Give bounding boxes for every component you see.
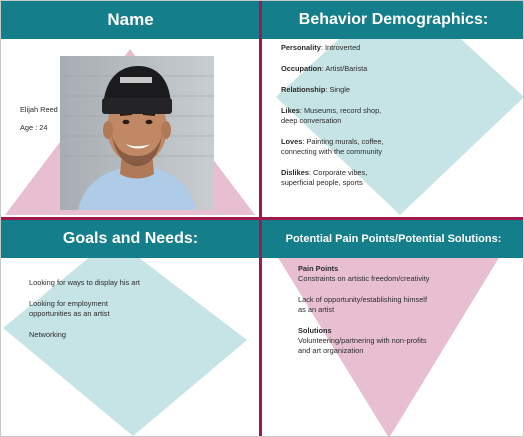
- goal-item: Networking: [29, 330, 66, 339]
- solutions-title: Solutions: [298, 326, 332, 335]
- loves-row: Loves: Painting murals, coffee, connecti…: [281, 137, 384, 156]
- personality-row: Personality: Introverted: [281, 43, 361, 52]
- portrait-photo-icon: [60, 56, 214, 210]
- goals-quadrant: Goals and Needs: Looking for ways to dis…: [1, 220, 260, 436]
- pain-list: Pain Points Constraints on artistic free…: [298, 264, 518, 356]
- pain-item: Constraints on artistic freedom/creativi…: [298, 274, 430, 283]
- pain-points-title: Pain Points: [298, 264, 339, 273]
- person-name: Elijah Reed: [20, 105, 58, 114]
- behavior-header: Behavior Demographics:: [262, 1, 523, 39]
- goals-list: Looking for ways to display his art Look…: [29, 278, 239, 340]
- likes-row: Likes: Museums, record shop, deep conver…: [281, 106, 382, 125]
- pain-item: Lack of opportunity/establishing himself…: [298, 295, 427, 314]
- relationship-row: Relationship: Single: [281, 85, 351, 94]
- teal-diamond-shape-goals: [3, 238, 247, 436]
- pain-header: Potential Pain Points/Potential Solution…: [262, 220, 523, 258]
- goal-item: Looking for ways to display his art: [29, 278, 140, 287]
- name-header: Name: [1, 1, 260, 39]
- solution-item: Volunteering/partnering with non-profits…: [298, 336, 427, 355]
- occupation-row: Occupation: Artist/Barista: [281, 64, 368, 73]
- pain-quadrant: Potential Pain Points/Potential Solution…: [262, 220, 523, 436]
- portrait-photo: [60, 56, 214, 210]
- pink-inverted-triangle-shape: [277, 256, 500, 436]
- goal-item: Looking for employment opportunities as …: [29, 299, 110, 318]
- name-quadrant: Name Elijah Reed Age : 24: [1, 1, 260, 218]
- teal-diamond-shape: [276, 1, 523, 215]
- dislikes-row: Dislikes: Corporate vibes, superficial p…: [281, 168, 368, 187]
- goals-header: Goals and Needs:: [1, 220, 260, 258]
- person-age: Age : 24: [20, 123, 48, 132]
- behavior-quadrant: Behavior Demographics: Personality: Intr…: [262, 1, 523, 218]
- horizontal-divider: [1, 217, 523, 220]
- behavior-list: Personality: Introverted Occupation: Art…: [281, 43, 511, 198]
